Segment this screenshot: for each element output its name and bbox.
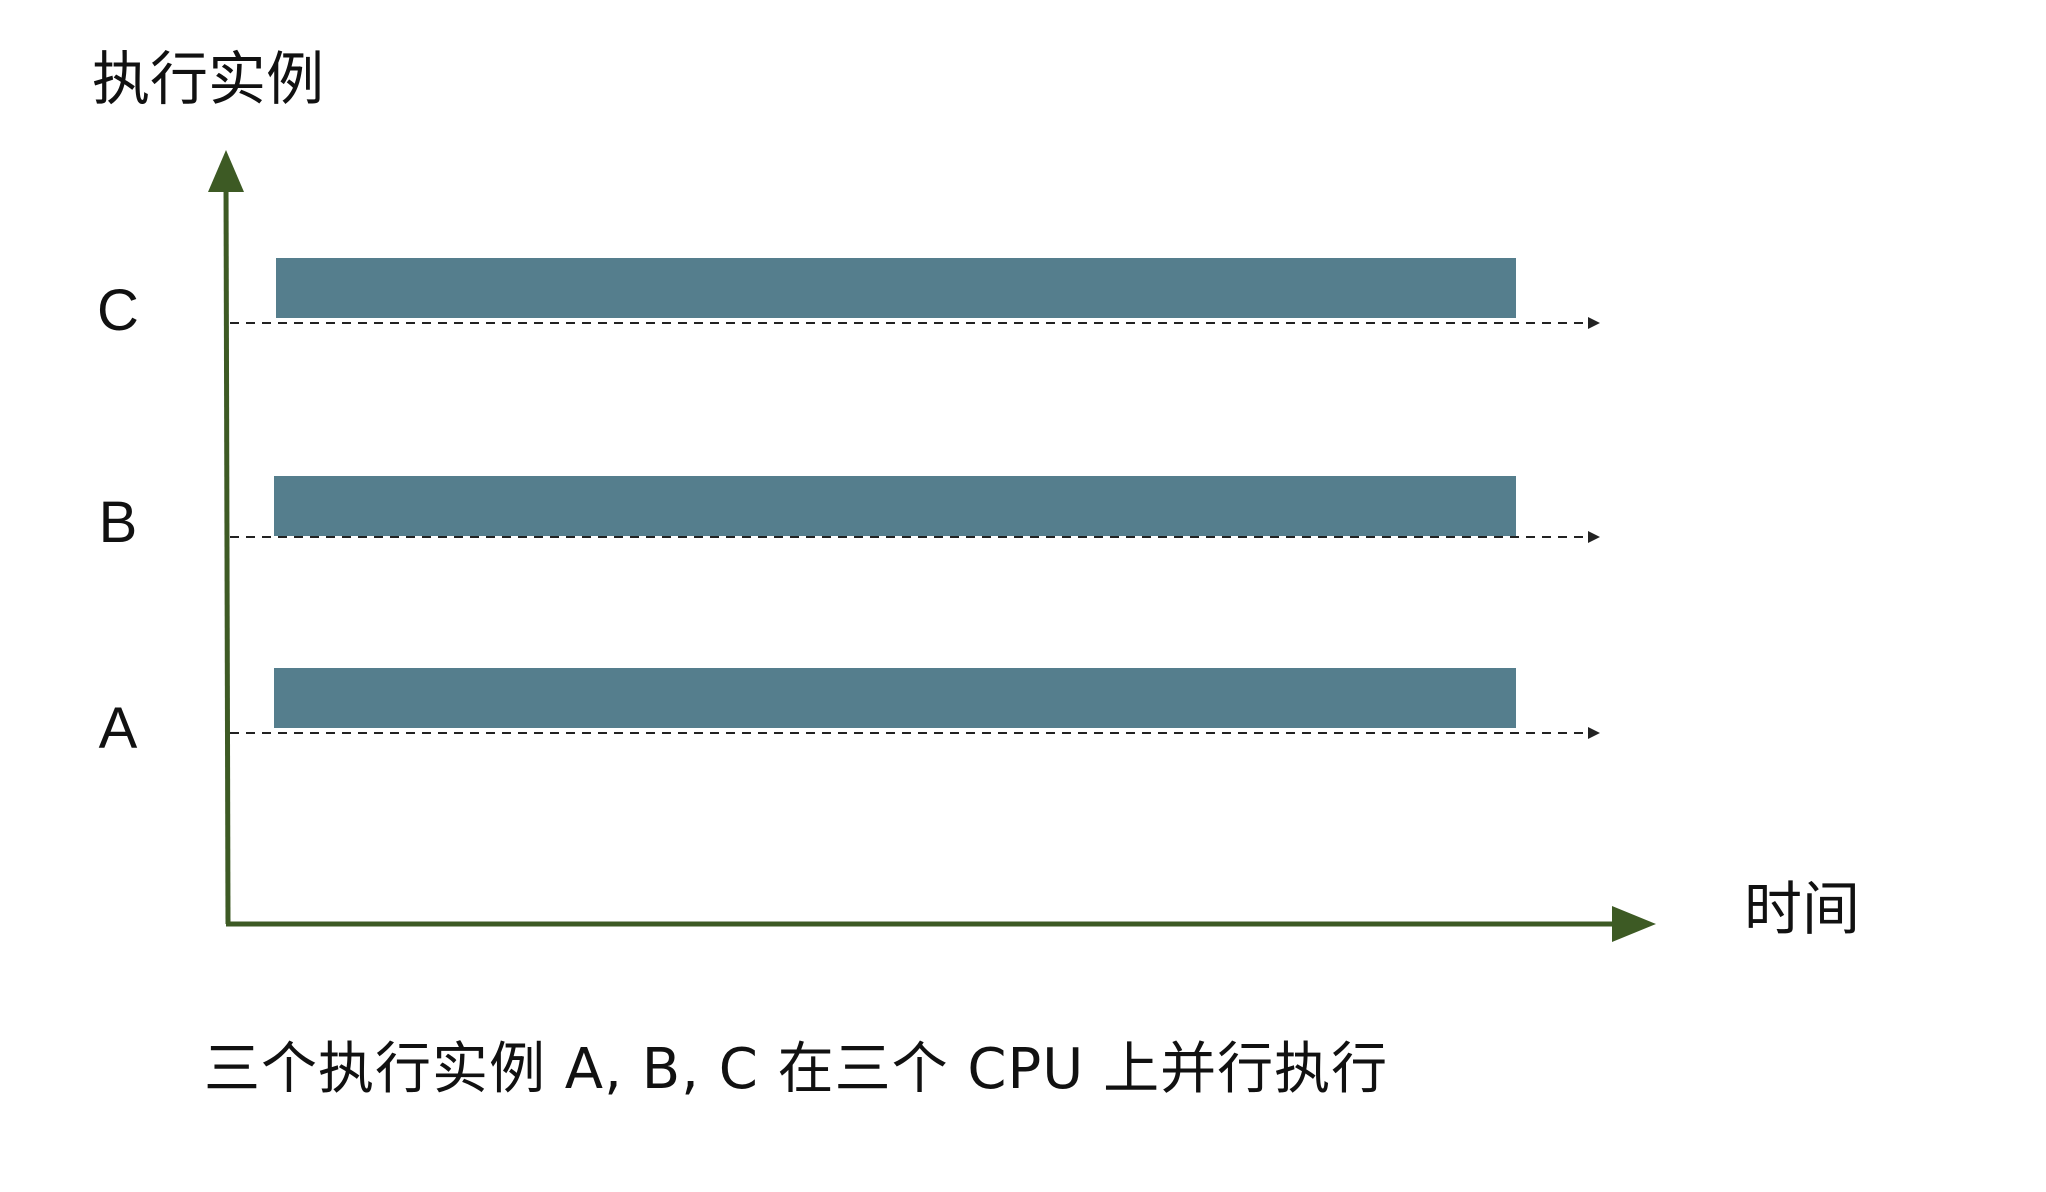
diagram-caption: 三个执行实例 A, B, C 在三个 CPU 上并行执行 xyxy=(204,1037,1389,1102)
execution-bar-a xyxy=(274,668,1516,728)
execution-bar-c xyxy=(276,258,1516,318)
instance-label-c: C xyxy=(97,278,139,343)
y-axis-line xyxy=(223,179,231,925)
x-axis-title: 时间 xyxy=(1744,875,1861,943)
execution-bar-b xyxy=(274,476,1516,536)
instance-label-a: A xyxy=(98,696,138,761)
y-axis-arrowhead xyxy=(208,150,244,192)
instance-label-b: B xyxy=(98,490,138,555)
x-axis-arrowhead xyxy=(1612,906,1656,942)
y-axis-title: 执行实例 xyxy=(92,45,325,113)
